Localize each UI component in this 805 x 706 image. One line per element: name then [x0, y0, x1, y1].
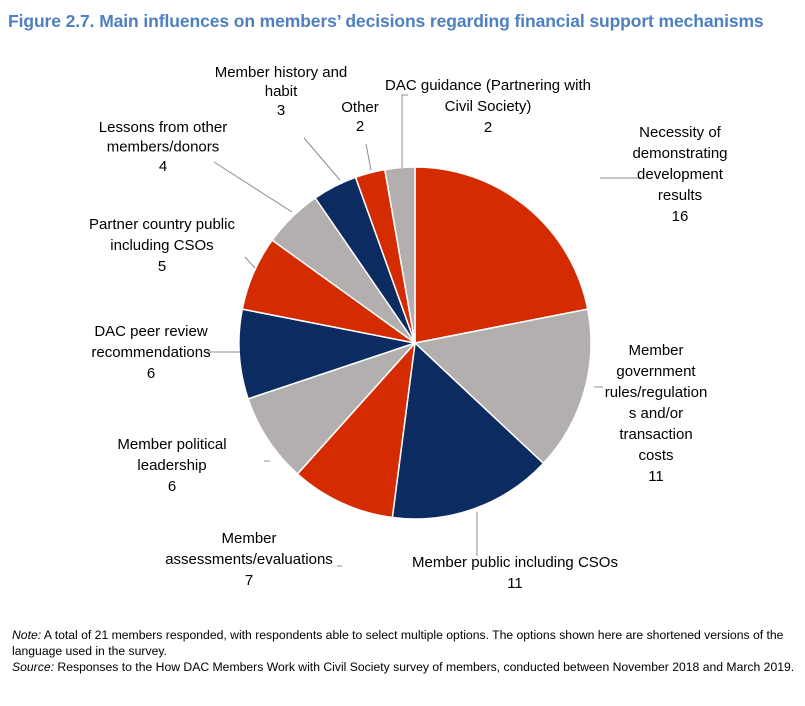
slice-label-5: Member political leadership 6 — [117, 436, 226, 495]
leader-line-8 — [213, 161, 293, 213]
slice-value-11: 2 — [484, 119, 492, 136]
pie-slices — [238, 166, 592, 520]
source-text: Responses to the How DAC Members Work wi… — [54, 660, 795, 674]
slice-labels: Necessity of demonstrating development resu… — [89, 64, 727, 592]
leader-line-7 — [244, 256, 256, 269]
pie-slice-6 — [238, 308, 416, 400]
slice-value-7: 5 — [158, 258, 166, 275]
pie-slice-4 — [296, 342, 416, 519]
pie-slice-11 — [384, 166, 416, 344]
slice-label-2: Member government rules/regulation s and/or… — [605, 342, 708, 485]
figure-notes: Note: A total of 21 members responded, w… — [12, 627, 797, 675]
slice-label-1: Necessity of demonstrating development resu… — [632, 124, 727, 225]
pie-slice-2 — [414, 308, 592, 465]
slice-value-5: 6 — [168, 478, 176, 495]
note-prefix: Note: — [12, 628, 42, 642]
leader-line-9 — [303, 137, 341, 181]
source-paragraph: Source: Responses to the How DAC Members… — [12, 659, 797, 675]
slice-label-8: Lessons from other members/donors 4 — [99, 119, 227, 175]
slice-label-10: Other 2 — [341, 99, 379, 135]
slice-value-3: 11 — [507, 575, 523, 592]
pie-slice-3 — [391, 342, 545, 520]
slice-label-7: Partner country public including CSOs 5 — [89, 216, 235, 275]
slice-label-9: Member history and habit 3 — [215, 64, 348, 119]
slice-value-2: 11 — [648, 468, 664, 485]
figure-title: Figure 2.7. Main influences on members’ … — [8, 11, 764, 31]
slice-label-6: DAC peer review recommendations 6 — [91, 323, 210, 382]
leader-lines — [207, 94, 641, 567]
leader-line-11 — [401, 94, 408, 168]
slice-value-10: 2 — [356, 118, 364, 135]
pie-slice-1 — [414, 166, 589, 344]
pie-slice-5 — [247, 342, 416, 475]
note-text: A total of 21 members responded, with re… — [12, 628, 784, 658]
slice-value-9: 3 — [277, 102, 285, 119]
slice-value-1: 16 — [672, 208, 689, 225]
slice-label-4: Member assessments/evaluations 7 — [165, 530, 333, 589]
slice-value-6: 6 — [147, 365, 155, 382]
source-prefix: Source: — [12, 660, 55, 674]
pie-chart: Necessity of demonstrating development resu… — [89, 64, 727, 592]
slice-label-11: DAC guidance (Partnering with Civil Socie… — [385, 77, 591, 136]
slice-label-3: Member public including CSOs 11 — [412, 554, 618, 592]
slice-value-4: 7 — [245, 572, 253, 589]
leader-line-10 — [365, 143, 372, 171]
slice-value-8: 4 — [159, 158, 167, 175]
note-paragraph: Note: A total of 21 members responded, w… — [12, 627, 797, 659]
